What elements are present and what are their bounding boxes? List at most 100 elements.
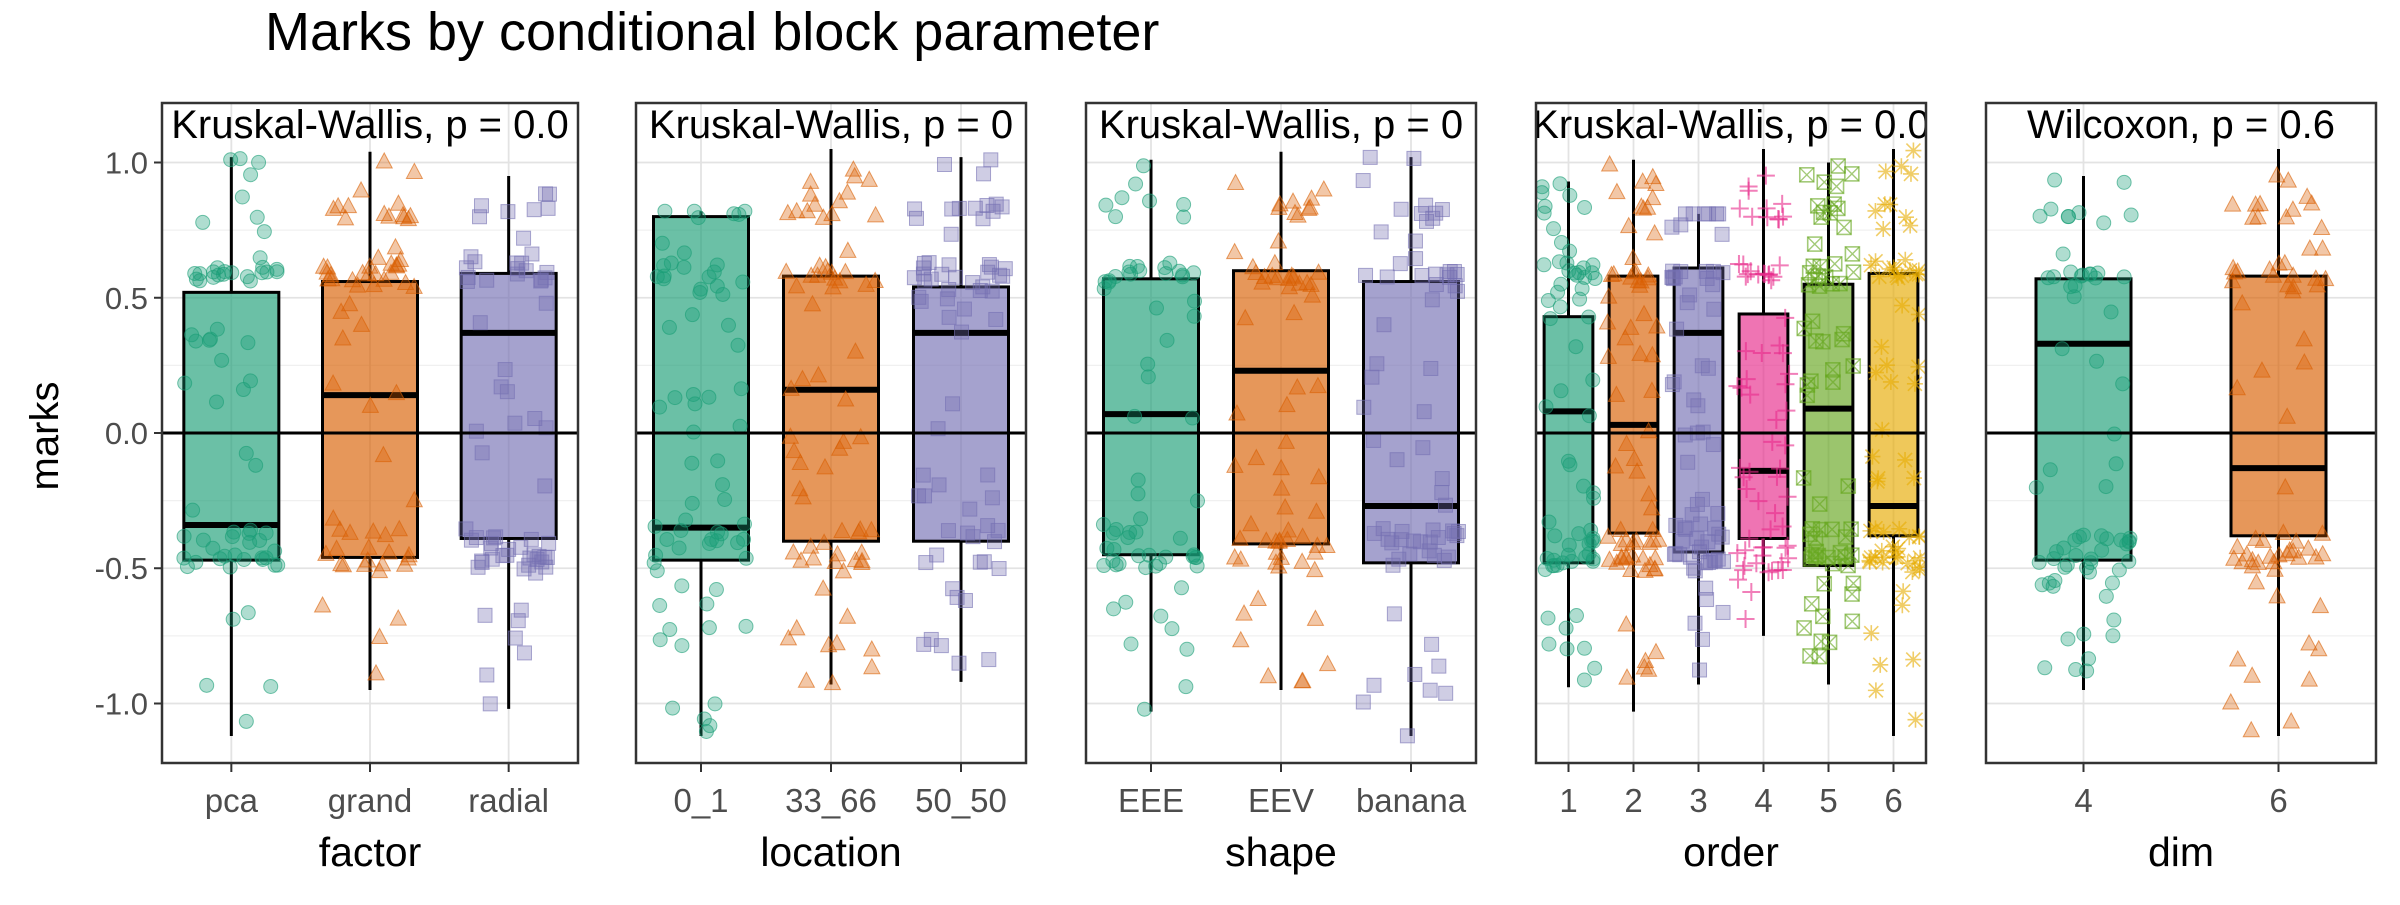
data-point bbox=[1756, 166, 1775, 185]
data-point bbox=[1599, 347, 1618, 364]
data-point bbox=[1559, 641, 1575, 657]
data-point bbox=[366, 264, 385, 282]
data-point bbox=[2089, 353, 2105, 369]
data-point bbox=[1449, 283, 1465, 299]
data-point bbox=[1118, 594, 1134, 610]
panels: 1.0 0.5 0.0 -0.5 -1.0 Kruskal-Wallis, p = 0.0… bbox=[95, 101, 2378, 875]
data-point bbox=[1437, 497, 1453, 513]
data-point bbox=[1263, 266, 1282, 283]
data-point bbox=[1225, 547, 1244, 565]
data-point bbox=[1844, 613, 1861, 630]
data-point bbox=[1822, 634, 1838, 650]
data-point bbox=[537, 478, 553, 494]
data-point bbox=[482, 696, 498, 712]
data-point bbox=[205, 269, 221, 285]
data-point bbox=[1625, 262, 1643, 280]
data-point bbox=[2228, 649, 2247, 667]
data-point bbox=[715, 286, 731, 302]
data-point bbox=[2041, 575, 2057, 591]
data-point bbox=[699, 596, 715, 612]
data-point bbox=[2274, 523, 2293, 540]
box-3 bbox=[1664, 206, 1731, 685]
box-50_50 bbox=[906, 152, 1013, 682]
data-point bbox=[1643, 345, 1662, 363]
data-point bbox=[801, 185, 820, 202]
data-point bbox=[370, 627, 389, 644]
data-point bbox=[730, 337, 746, 353]
panel-factor: Kruskal-Wallis, p = 0.0 pca grand radial fac… bbox=[160, 101, 580, 875]
data-point bbox=[1284, 267, 1303, 285]
y-tick-label: 1.0 bbox=[105, 146, 148, 181]
y-tick-label: -1.0 bbox=[95, 686, 148, 721]
data-point bbox=[1608, 182, 1626, 200]
data-point bbox=[1599, 527, 1617, 544]
data-point bbox=[1621, 318, 1640, 335]
data-point bbox=[1893, 158, 1910, 175]
test-label: Kruskal-Wallis, p = 0 bbox=[649, 103, 1013, 147]
data-point bbox=[1714, 226, 1730, 242]
data-point bbox=[2301, 239, 2319, 256]
data-point bbox=[2228, 378, 2247, 396]
data-point bbox=[1108, 209, 1124, 225]
data-point bbox=[662, 622, 678, 638]
data-point bbox=[361, 396, 380, 413]
data-point bbox=[1694, 491, 1710, 507]
data-point bbox=[235, 382, 251, 398]
data-point bbox=[2042, 462, 2058, 478]
data-point bbox=[1774, 207, 1793, 226]
data-point bbox=[1845, 358, 1861, 374]
data-point bbox=[1279, 520, 1298, 538]
data-point bbox=[1834, 332, 1850, 348]
data-point bbox=[1176, 209, 1192, 225]
data-point bbox=[1881, 260, 1898, 277]
data-point bbox=[1394, 523, 1410, 539]
data-point bbox=[1815, 608, 1831, 625]
data-point bbox=[1373, 224, 1389, 240]
data-point bbox=[1824, 521, 1840, 537]
data-point bbox=[1838, 529, 1854, 545]
data-point bbox=[1740, 462, 1759, 481]
data-point bbox=[1668, 545, 1684, 561]
data-point bbox=[1179, 641, 1195, 657]
data-point bbox=[258, 525, 274, 541]
data-point bbox=[1555, 555, 1571, 571]
data-point bbox=[1779, 549, 1798, 568]
data-point bbox=[1600, 154, 1619, 172]
data-point bbox=[1875, 523, 1892, 540]
data-point bbox=[836, 262, 855, 280]
box-iqr bbox=[1867, 271, 1920, 538]
data-point bbox=[1910, 262, 1926, 279]
data-point bbox=[1801, 277, 1817, 293]
data-point bbox=[1834, 331, 1850, 348]
data-point bbox=[1867, 549, 1884, 566]
data-point bbox=[782, 379, 800, 396]
data-point bbox=[1148, 300, 1164, 316]
data-point bbox=[866, 205, 885, 223]
data-point bbox=[1836, 219, 1852, 236]
data-point bbox=[2068, 547, 2084, 563]
data-point bbox=[1760, 265, 1779, 284]
data-point bbox=[1402, 546, 1418, 562]
data-point bbox=[2040, 270, 2056, 286]
data-point bbox=[1636, 561, 1654, 578]
data-point bbox=[1844, 613, 1860, 629]
data-point bbox=[195, 532, 211, 548]
data-point bbox=[830, 191, 849, 209]
data-point bbox=[1736, 342, 1755, 361]
data-point bbox=[353, 263, 372, 281]
data-point bbox=[1639, 268, 1657, 286]
x-tick-label: 6 bbox=[2269, 782, 2287, 819]
data-point bbox=[1284, 192, 1302, 209]
data-point bbox=[1391, 551, 1407, 567]
data-point bbox=[1127, 408, 1143, 424]
data-point bbox=[1175, 267, 1191, 283]
data-point bbox=[1267, 553, 1285, 570]
data-point bbox=[1700, 360, 1716, 376]
data-point bbox=[1867, 202, 1884, 219]
data-point bbox=[985, 203, 1001, 219]
data-point bbox=[1416, 404, 1432, 420]
data-point bbox=[1244, 257, 1262, 275]
data-point bbox=[1558, 620, 1574, 636]
data-point bbox=[1632, 197, 1651, 214]
data-point bbox=[1666, 374, 1682, 390]
